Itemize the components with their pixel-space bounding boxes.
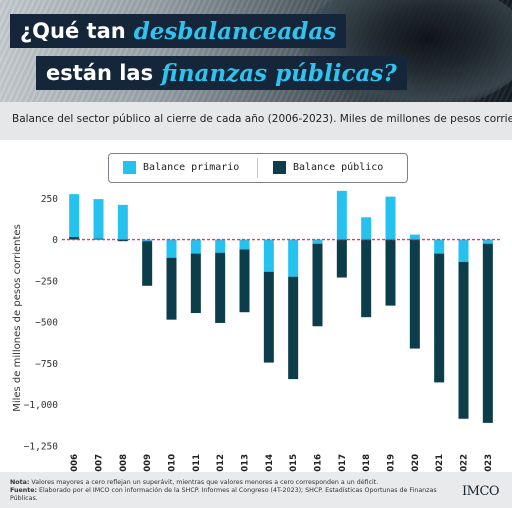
x-tick-label: 2016 — [314, 454, 324, 472]
x-tick-label: 2022 — [460, 454, 470, 472]
bar-balance-primario — [336, 190, 347, 240]
x-tick-label: 2017 — [338, 454, 348, 472]
y-tick-label: −1,000 — [24, 400, 59, 411]
bar-balance-publico — [385, 239, 396, 306]
title-line2-highlight: finanzas públicas? — [161, 59, 397, 87]
x-tick-label: 2015 — [289, 454, 299, 472]
title-banner-line1: ¿Qué tan desbalanceadas — [10, 14, 347, 48]
bar-balance-publico — [263, 271, 274, 363]
footer-source: Fuente: Elaborado por el IMCO con inform… — [10, 487, 450, 503]
bar-balance-primario — [190, 239, 201, 254]
bar-balance-primario — [69, 194, 80, 240]
bar-balance-publico — [117, 239, 128, 242]
bar-balance-primario — [385, 196, 396, 240]
legend-label-primario: Balance primario — [143, 162, 240, 173]
source-text: Elaborado por el IMCO con información de… — [10, 487, 437, 502]
bar-balance-publico — [458, 261, 469, 419]
note-label: Nota: — [10, 479, 30, 486]
x-tick-label: 2020 — [411, 454, 421, 472]
y-tick-label: 0 — [52, 235, 58, 246]
x-tick-label: 2019 — [387, 454, 397, 472]
legend-swatch-primario — [123, 161, 136, 174]
bar-balance-publico — [215, 252, 226, 323]
bar-balance-publico — [482, 243, 493, 423]
bar-balance-primario — [288, 239, 299, 277]
bar-balance-primario — [142, 239, 153, 242]
bar-balance-primario — [312, 239, 323, 244]
footer: Nota: Valores mayores a cero reflejan un… — [0, 472, 512, 508]
x-tick-label: 2021 — [435, 454, 445, 472]
bar-balance-publico — [166, 257, 177, 320]
legend-item-primario: Balance primario — [123, 161, 239, 174]
bar-balance-publico — [336, 239, 347, 278]
bar-balance-publico — [288, 276, 299, 380]
bar-balance-primario — [361, 217, 372, 240]
x-tick-label: 2018 — [362, 454, 372, 472]
title-line2-plain: están las — [46, 61, 154, 85]
x-tick-label: 2013 — [241, 454, 251, 472]
bar-balance-primario — [482, 239, 493, 244]
bar-balance-publico — [434, 253, 445, 383]
subtitle-bar — [0, 102, 512, 140]
x-tick-label: 2009 — [143, 454, 153, 472]
bar-balance-publico — [312, 243, 323, 327]
bar-balance-primario — [263, 239, 274, 272]
legend-label-publico: Balance público — [293, 162, 384, 173]
bar-balance-primario — [215, 239, 226, 253]
bar-balance-primario — [117, 204, 128, 240]
bar-balance-publico — [409, 239, 420, 349]
footer-note: Nota: Valores mayores a cero reflejan un… — [10, 479, 450, 487]
bar-balance-publico — [361, 239, 372, 318]
title-banner-line2: están las finanzas públicas? — [36, 56, 407, 90]
legend: Balance primario Balance público — [108, 153, 408, 183]
bar-balance-primario — [93, 199, 104, 240]
legend-swatch-publico — [273, 161, 286, 174]
legend-item-publico: Balance público — [273, 161, 383, 174]
title-line1-plain: ¿Qué tan — [20, 19, 126, 43]
y-tick-label: −750 — [35, 359, 58, 370]
header-image: ¿Qué tan desbalanceadas están las finanz… — [0, 0, 512, 102]
bar-balance-publico — [239, 249, 250, 313]
x-tick-label: 2007 — [95, 454, 105, 472]
legend-divider — [257, 158, 258, 178]
x-tick-label: 2014 — [265, 454, 275, 472]
x-tick-label: 2023 — [484, 454, 494, 472]
bar-balance-primario — [239, 239, 250, 250]
source-label: Fuente: — [10, 487, 38, 494]
y-tick-label: −250 — [35, 276, 58, 287]
y-tick-label: 250 — [41, 194, 58, 205]
x-tick-label: 2008 — [119, 454, 129, 472]
bar-balance-primario — [409, 234, 420, 240]
bar-chart: 250 0 −250 −500 −750 −1,000 −1,250 Miles de mil… — [12, 190, 500, 472]
x-tick-label: 2011 — [192, 454, 202, 472]
y-axis-label: Miles de millones de pesos corrientes — [12, 224, 23, 412]
imco-logo: IMCO — [462, 484, 500, 499]
bar-balance-primario — [166, 239, 177, 258]
bar-balance-primario — [434, 239, 445, 254]
title-line1-highlight: desbalanceadas — [133, 17, 337, 45]
y-tick-label: −500 — [35, 318, 58, 329]
bar-balance-primario — [458, 239, 469, 262]
bar-balance-publico — [142, 241, 153, 286]
bar-balance-publico — [69, 237, 80, 240]
x-tick-label: 2012 — [216, 454, 226, 472]
x-tick-label: 2010 — [168, 454, 178, 472]
bar-balance-publico — [190, 253, 201, 314]
chart-subtitle: Balance del sector público al cierre de … — [12, 113, 512, 125]
note-text: Valores mayores a cero reflejan un super… — [31, 479, 379, 486]
y-tick-label: −1,250 — [24, 442, 59, 453]
x-tick-label: 2006 — [70, 454, 80, 472]
